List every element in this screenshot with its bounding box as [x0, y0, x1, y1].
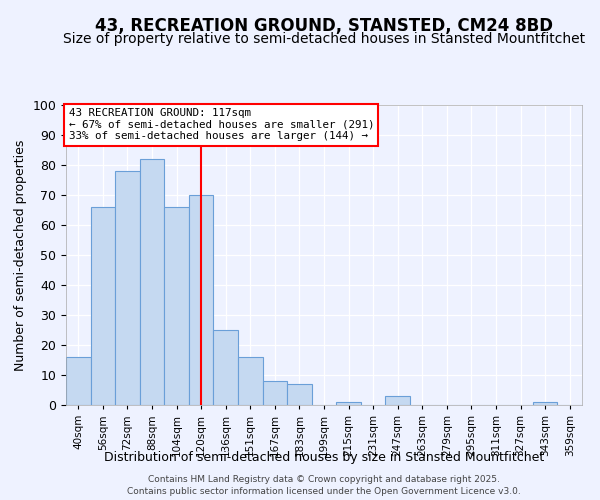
- Bar: [214, 330, 238, 405]
- Text: 43 RECREATION GROUND: 117sqm
← 67% of semi-detached houses are smaller (291)
33%: 43 RECREATION GROUND: 117sqm ← 67% of se…: [68, 108, 374, 141]
- Text: Contains public sector information licensed under the Open Government Licence v3: Contains public sector information licen…: [127, 486, 521, 496]
- Bar: [336, 402, 361, 405]
- Bar: [140, 159, 164, 405]
- Text: Size of property relative to semi-detached houses in Stansted Mountfitchet: Size of property relative to semi-detach…: [63, 32, 585, 46]
- Text: Contains HM Land Registry data © Crown copyright and database right 2025.: Contains HM Land Registry data © Crown c…: [148, 476, 500, 484]
- Bar: [385, 396, 410, 405]
- Bar: [287, 384, 312, 405]
- Bar: [115, 171, 140, 405]
- Bar: [91, 207, 115, 405]
- Bar: [66, 357, 91, 405]
- Bar: [238, 357, 263, 405]
- Bar: [164, 207, 189, 405]
- Bar: [189, 195, 214, 405]
- Y-axis label: Number of semi-detached properties: Number of semi-detached properties: [14, 140, 27, 370]
- Text: Distribution of semi-detached houses by size in Stansted Mountfitchet: Distribution of semi-detached houses by …: [104, 451, 544, 464]
- Bar: [533, 402, 557, 405]
- Bar: [263, 381, 287, 405]
- Text: 43, RECREATION GROUND, STANSTED, CM24 8BD: 43, RECREATION GROUND, STANSTED, CM24 8B…: [95, 18, 553, 36]
